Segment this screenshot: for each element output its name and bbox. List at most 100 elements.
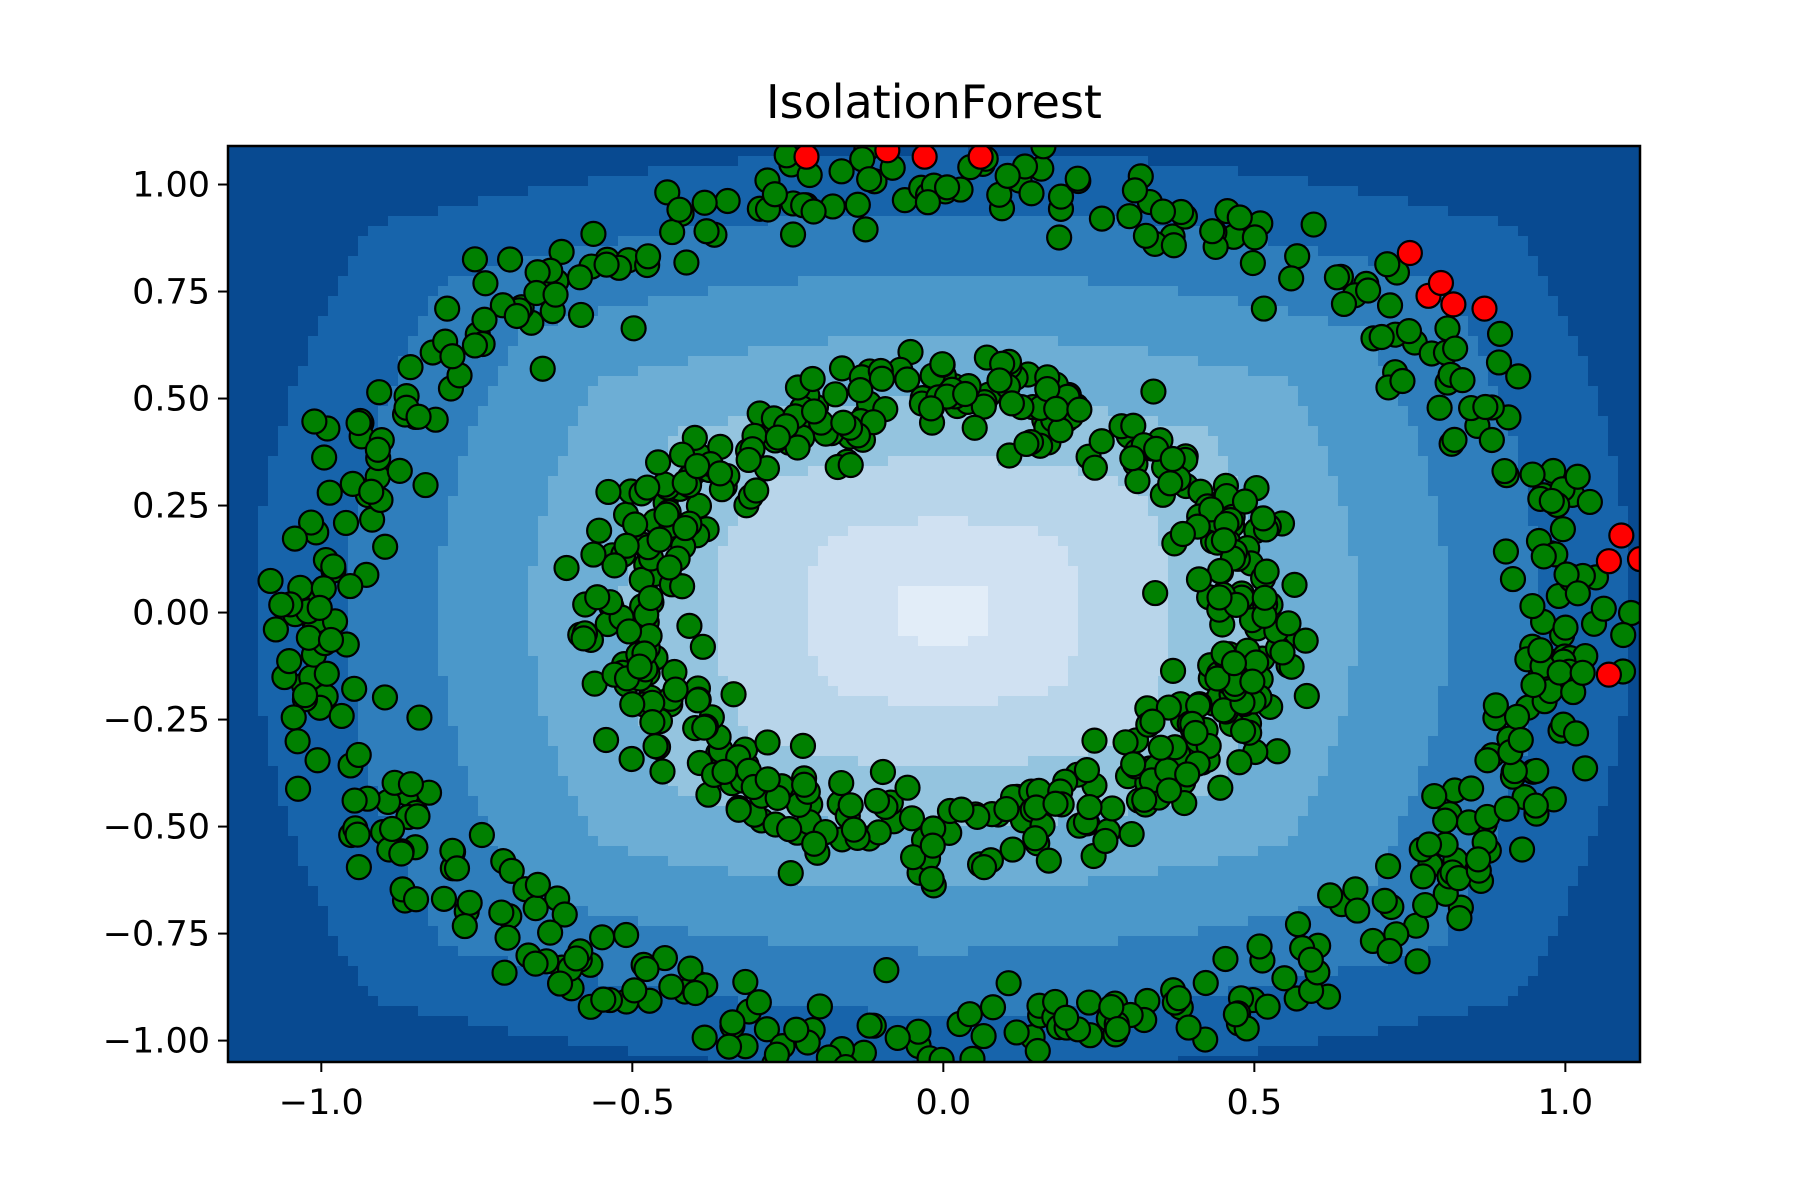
contour-cell — [1338, 476, 1349, 487]
contour-cell — [1068, 146, 1079, 157]
contour-cell — [518, 286, 529, 297]
contour-cell — [1218, 466, 1229, 477]
contour-cell — [398, 276, 409, 287]
contour-cell — [288, 426, 299, 437]
contour-cell — [298, 366, 309, 377]
contour-cell — [1118, 166, 1129, 177]
contour-cell — [498, 166, 509, 177]
contour-cell — [1028, 276, 1039, 287]
contour-cell — [448, 486, 459, 497]
contour-cell — [278, 456, 289, 467]
contour-cell — [728, 456, 739, 467]
contour-cell — [418, 306, 429, 317]
contour-cell — [668, 376, 679, 387]
contour-cell — [1038, 336, 1049, 347]
contour-cell — [438, 256, 449, 267]
contour-cell — [908, 226, 919, 237]
contour-cell — [1108, 176, 1119, 187]
contour-cell — [1208, 456, 1219, 467]
contour-cell — [338, 376, 349, 387]
contour-cell — [1448, 486, 1459, 497]
contour-cell — [468, 206, 479, 217]
contour-cell — [668, 406, 679, 417]
contour-cell — [1378, 356, 1389, 367]
contour-cell — [438, 246, 449, 257]
contour-cell — [1578, 366, 1589, 377]
contour-cell — [298, 486, 309, 497]
contour-cell — [818, 306, 829, 317]
contour-cell — [1628, 276, 1639, 287]
contour-cell — [1408, 306, 1419, 317]
contour-cell — [1378, 196, 1389, 207]
contour-cell — [1628, 406, 1639, 417]
contour-cell — [688, 366, 699, 377]
contour-cell — [828, 306, 839, 317]
contour-cell — [748, 336, 759, 347]
contour-cell — [1088, 386, 1099, 397]
contour-cell — [1598, 406, 1609, 417]
contour-cell — [308, 346, 319, 357]
contour-cell — [1428, 446, 1439, 457]
contour-cell — [1228, 306, 1239, 317]
contour-cell — [578, 186, 589, 197]
contour-cell — [378, 296, 389, 307]
contour-cell — [1278, 216, 1289, 227]
contour-cell — [1278, 426, 1289, 437]
contour-cell — [1328, 336, 1339, 347]
contour-cell — [758, 386, 769, 397]
contour-cell — [768, 146, 779, 157]
contour-cell — [628, 206, 639, 217]
contour-cell — [958, 476, 969, 487]
contour-cell — [1498, 306, 1509, 317]
contour-cell — [378, 266, 389, 277]
contour-cell — [678, 366, 689, 377]
contour-cell — [258, 496, 269, 507]
contour-cell — [1208, 176, 1219, 187]
contour-cell — [718, 286, 729, 297]
contour-cell — [1308, 156, 1319, 167]
contour-cell — [838, 306, 849, 317]
contour-cell — [308, 256, 319, 267]
contour-cell — [948, 226, 959, 237]
contour-cell — [1198, 436, 1209, 447]
contour-cell — [1268, 166, 1279, 177]
contour-cell — [1418, 206, 1429, 217]
contour-cell — [618, 446, 629, 457]
contour-cell — [458, 286, 469, 297]
contour-cell — [888, 456, 899, 467]
contour-cell — [1278, 156, 1289, 167]
contour-cell — [1278, 326, 1289, 337]
contour-cell — [1418, 456, 1429, 467]
contour-cell — [1338, 156, 1349, 167]
contour-cell — [638, 216, 649, 227]
contour-cell — [348, 306, 359, 317]
contour-cell — [748, 176, 759, 187]
contour-cell — [1358, 256, 1369, 267]
contour-cell — [358, 146, 369, 157]
contour-cell — [358, 216, 369, 227]
contour-cell — [1338, 336, 1349, 347]
contour-cell — [898, 326, 909, 337]
contour-cell — [588, 456, 599, 467]
contour-cell — [1558, 326, 1569, 337]
contour-cell — [288, 416, 299, 427]
contour-cell — [638, 446, 649, 457]
contour-cell — [1468, 156, 1479, 167]
contour-cell — [588, 206, 599, 217]
contour-cell — [1538, 246, 1549, 257]
contour-cell — [998, 226, 1009, 237]
contour-cell — [1278, 256, 1289, 267]
contour-cell — [1628, 446, 1639, 457]
contour-cell — [328, 246, 339, 257]
contour-cell — [478, 176, 489, 187]
contour-cell — [1268, 426, 1279, 437]
contour-cell — [1618, 256, 1629, 267]
contour-cell — [638, 406, 649, 417]
contour-cell — [1108, 196, 1119, 207]
contour-cell — [278, 446, 289, 457]
contour-cell — [258, 456, 269, 467]
contour-cell — [598, 436, 609, 447]
contour-cell — [698, 306, 709, 317]
contour-cell — [648, 316, 659, 327]
contour-cell — [548, 186, 559, 197]
